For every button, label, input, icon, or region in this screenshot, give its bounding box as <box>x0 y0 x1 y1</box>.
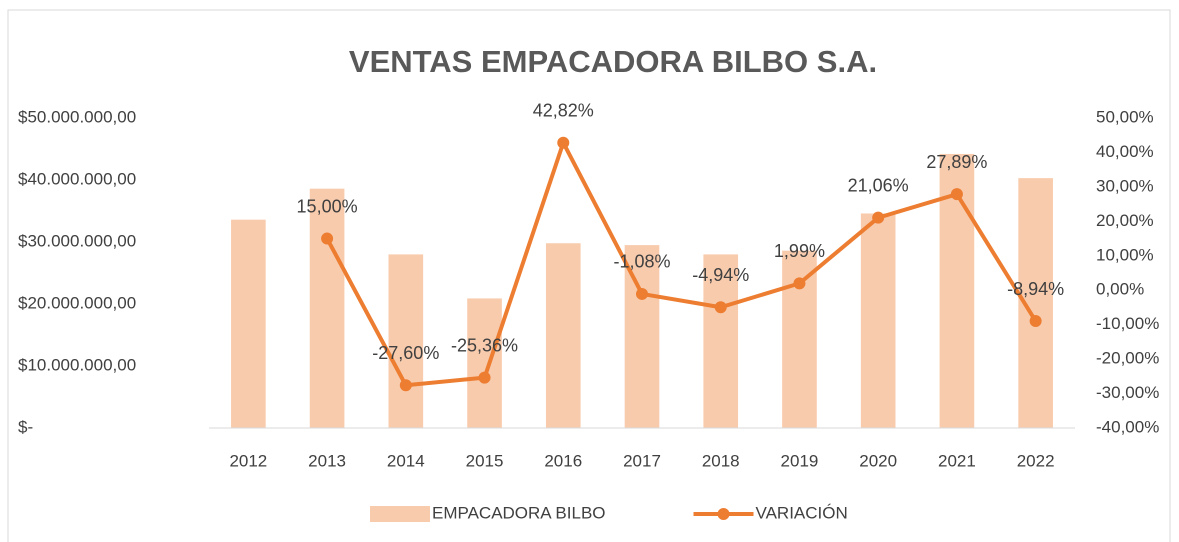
y-tick-label: $20.000.000,00 <box>18 293 136 312</box>
line-marker <box>714 301 727 314</box>
data-label: 42,82% <box>533 100 594 120</box>
legend-marker <box>717 508 730 520</box>
x-tick-label: 2017 <box>623 451 661 470</box>
line-marker <box>557 136 570 149</box>
x-tick-label: 2022 <box>1017 451 1055 470</box>
line-marker <box>950 188 963 201</box>
data-label: 1,99% <box>774 241 825 261</box>
y2-tick-label: 40,00% <box>1096 142 1154 161</box>
data-label: 15,00% <box>297 196 358 216</box>
y2-tick-label: -20,00% <box>1096 349 1159 368</box>
bar <box>388 254 424 428</box>
y2-tick-label: 10,00% <box>1096 245 1154 264</box>
x-tick-label: 2021 <box>938 451 976 470</box>
y2-tick-label: 20,00% <box>1096 211 1154 230</box>
legend-swatch <box>370 506 430 522</box>
line-marker <box>872 211 885 224</box>
data-label: -8,94% <box>1007 279 1064 299</box>
data-label: -25,36% <box>451 335 518 355</box>
bar <box>545 243 581 428</box>
x-tick-label: 2015 <box>466 451 504 470</box>
x-tick-label: 2018 <box>702 451 740 470</box>
x-tick-label: 2012 <box>229 451 267 470</box>
y2-tick-label: -30,00% <box>1096 383 1159 402</box>
y-tick-label: $40.000.000,00 <box>18 169 136 188</box>
legend-label: EMPACADORA BILBO <box>432 503 606 522</box>
y2-tick-label: 50,00% <box>1096 107 1154 126</box>
bar <box>467 298 502 428</box>
line <box>325 140 1038 388</box>
x-tick-label: 2013 <box>308 451 346 470</box>
x-tick-label: 2019 <box>781 451 819 470</box>
data-label: -1,08% <box>613 252 670 272</box>
x-tick-label: 2020 <box>859 451 897 470</box>
bar <box>782 250 817 428</box>
line-marker <box>636 287 648 300</box>
line-marker <box>399 379 412 392</box>
line-marker <box>1029 315 1042 328</box>
bar <box>231 219 266 428</box>
y2-tick-label: -40,00% <box>1096 417 1159 436</box>
y-tick-label: $10.000.000,00 <box>18 355 136 374</box>
y-tick-label: $50.000.000,00 <box>18 107 136 126</box>
bar <box>860 213 896 428</box>
data-label: 27,89% <box>926 152 987 172</box>
bar <box>309 188 345 428</box>
y-tick-label: $30.000.000,00 <box>18 231 136 250</box>
chart-title: VENTAS EMPACADORA BILBO S.A. <box>349 44 877 79</box>
bar <box>703 254 739 428</box>
data-label: 21,06% <box>848 175 909 195</box>
y-tick-label: $- <box>18 417 33 436</box>
legend-label: VARIACIÓN <box>756 503 848 522</box>
data-label: -27,60% <box>372 343 439 363</box>
y2-tick-label: 30,00% <box>1096 176 1154 195</box>
data-label: -4,94% <box>692 265 749 285</box>
y2-tick-label: -10,00% <box>1096 314 1159 333</box>
y2-tick-label: 0,00% <box>1096 280 1144 299</box>
x-tick-label: 2016 <box>544 451 582 470</box>
line-marker <box>793 277 806 290</box>
x-tick-label: 2014 <box>387 451 425 470</box>
line-marker <box>321 232 334 245</box>
line-marker <box>478 371 491 384</box>
chart-border <box>7 9 1171 542</box>
